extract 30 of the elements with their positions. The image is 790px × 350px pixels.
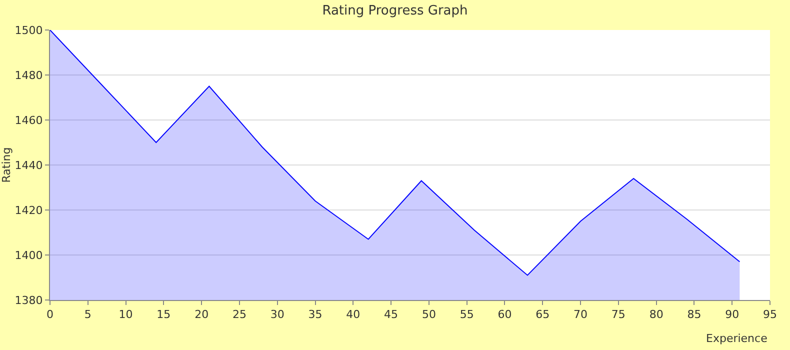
x-tick-label: 0 — [46, 308, 54, 322]
x-tick-label: 60 — [498, 308, 512, 322]
x-tick-label: 65 — [536, 308, 550, 322]
y-tick-label: 1380 — [14, 294, 43, 307]
x-tick-label: 30 — [270, 308, 284, 322]
y-axis-title: Rating — [0, 147, 13, 183]
x-tick-label: 35 — [308, 308, 322, 322]
x-tick-label: 50 — [422, 308, 436, 322]
x-tick-label: 45 — [384, 308, 398, 322]
x-tick-label: 25 — [232, 308, 246, 322]
x-tick-label: 95 — [763, 308, 777, 322]
x-tick-label: 70 — [574, 308, 588, 322]
x-tick-label: 55 — [460, 308, 474, 322]
y-tick-label: 1400 — [14, 248, 43, 262]
x-axis-title: Experience — [706, 332, 768, 345]
y-tick-label: 1480 — [14, 68, 43, 82]
x-tick-label: 75 — [611, 308, 626, 322]
y-tick-label: 1440 — [14, 158, 43, 172]
y-tick-label: 1460 — [14, 114, 43, 127]
y-tick-label: 1500 — [14, 24, 43, 37]
x-tick-label: 5 — [84, 308, 92, 322]
chart-title: Rating Progress Graph — [322, 3, 468, 18]
y-tick-label: 1420 — [14, 204, 43, 217]
x-tick-label: 10 — [118, 308, 133, 322]
x-tick-label: 15 — [156, 308, 171, 322]
x-tick-label: 20 — [194, 308, 209, 322]
x-tick-label: 85 — [687, 308, 702, 322]
x-tick-label: 80 — [649, 308, 664, 322]
x-tick-label: 40 — [346, 308, 360, 322]
x-tick-label: 90 — [725, 308, 740, 322]
